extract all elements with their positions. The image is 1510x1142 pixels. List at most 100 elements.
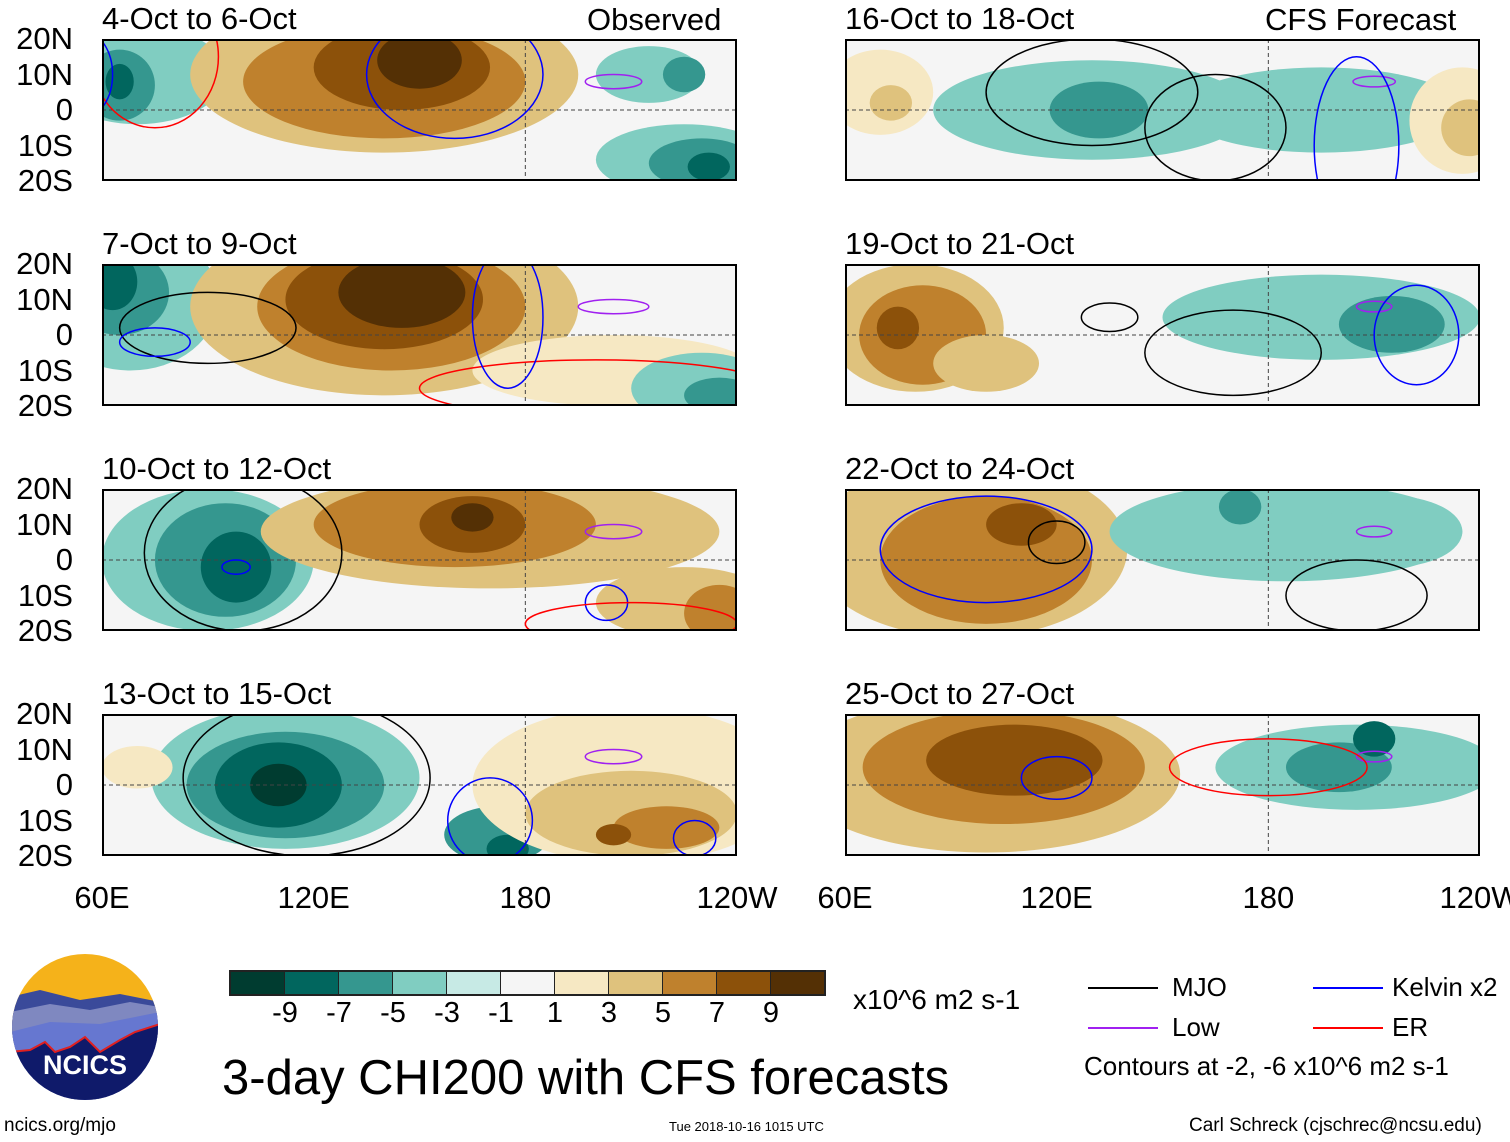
contour-line [1313,56,1400,181]
lat-label: 10S [17,577,73,613]
contour-line [102,40,114,109]
lon-label: 60E [74,880,130,915]
chi200-map-panel [845,264,1480,406]
panel-title: 10-Oct to 12-Oct [102,451,332,486]
colorbar-tick: 1 [546,997,564,1029]
lat-label: 20S [17,613,73,648]
low-line-swatch [1088,1027,1158,1029]
colorbar-tick: 5 [654,997,672,1029]
anomaly-shading [1353,721,1396,757]
lat-label: 0 [55,317,73,352]
contour-line [471,264,544,389]
contour-line [577,298,650,315]
footer-url[interactable]: ncics.org/mjo [4,1115,116,1136]
chi200-map-panel [845,489,1480,631]
colorbar-swatch [555,972,609,994]
legend-low: Low [1172,1012,1220,1042]
lat-label: 20S [17,388,73,423]
lat-label: 10S [17,352,73,388]
lon-label: 120W [1439,880,1510,915]
contour-line [102,39,220,129]
er-line-swatch [1313,1027,1383,1029]
lat-label: 10N [16,731,73,767]
anomaly-shading [486,834,529,856]
contour-line [365,39,544,140]
contour-line [1168,738,1368,797]
anomaly-shading [986,503,1057,546]
panel-frame [845,39,1480,181]
contour-line [1020,755,1093,800]
contour-line [418,359,737,406]
anomaly-shading [338,264,466,328]
panel-frame [102,264,737,406]
panel-frame [102,39,737,181]
lon-label: 180 [1242,880,1295,915]
contour-line [1144,309,1322,397]
anomaly-shading [687,152,730,181]
panel-frame [102,489,737,631]
anomaly-shading [933,335,1040,392]
panel-frame [102,714,737,856]
anomaly-shading [869,85,913,121]
lat-label: 20S [17,163,73,198]
panel-frame [845,264,1480,406]
contours-note: Contours at -2, -6 x10^6 m2 s-1 [1084,1051,1449,1081]
ncics-logo: NCICS [10,952,160,1102]
anomaly-shading [613,806,720,849]
chi200-map-panel [845,39,1480,181]
colorbar-tick: 9 [762,997,780,1029]
legend-er: ER [1392,1012,1429,1042]
lon-label: 120E [1020,880,1093,915]
colorbar-tick: -9 [272,997,298,1029]
contour-line [118,291,297,365]
figure-title: 3-day CHI200 with CFS forecasts [222,1051,950,1105]
mjo-line-swatch [1088,987,1158,989]
contour-line [1355,750,1393,763]
colorbar-swatch [231,972,285,994]
colorbar-swatch [663,972,717,994]
contour-line [1373,284,1460,386]
contour-line [584,73,643,90]
lon-label: 60E [817,880,873,915]
contour-line [118,327,191,358]
lat-label: 20S [17,838,73,873]
lat-label: 10N [16,56,73,92]
anomaly-shading [684,377,737,406]
colorbar-tick: -7 [326,997,352,1029]
contour-line [1355,525,1393,538]
contour-line [1285,559,1428,631]
contour-line [672,819,717,856]
lat-label: 0 [55,92,73,127]
lat-label: 20N [16,696,73,731]
chi200-map-panel [102,714,737,856]
colorbar-swatch [447,972,501,994]
anomaly-shading [684,584,737,631]
lat-label: 10S [17,802,73,838]
panel-title: 19-Oct to 21-Oct [845,226,1075,261]
anomaly-shading [200,531,272,603]
cfs-forecast-label: CFS Forecast [1265,2,1457,37]
colorbar-tick: -1 [488,997,514,1029]
chi200-map-panel [102,39,737,181]
colorbar-tick: -3 [434,997,460,1029]
anomaly-shading [876,306,920,350]
contour-line [446,777,534,856]
contour-line [1080,302,1139,333]
contour-line [879,495,1093,604]
panel-title: 25-Oct to 27-Oct [845,676,1075,711]
legend-kelvin: Kelvin x2 [1392,972,1498,1002]
lat-label: 0 [55,542,73,577]
colorbar-tick: -5 [380,997,406,1029]
colorbar [229,970,826,996]
anomaly-shading [102,264,138,311]
lon-label: 180 [499,880,552,915]
contour-line [1355,300,1393,313]
anomaly-shading [926,724,1103,796]
lat-label: 0 [55,767,73,802]
lat-label: 20N [16,471,73,506]
colorbar-swatch [771,972,824,994]
colorbar-swatch [609,972,663,994]
svg-text:NCICS: NCICS [43,1050,127,1080]
panel-frame [845,714,1480,856]
lat-label: 10S [17,127,73,163]
